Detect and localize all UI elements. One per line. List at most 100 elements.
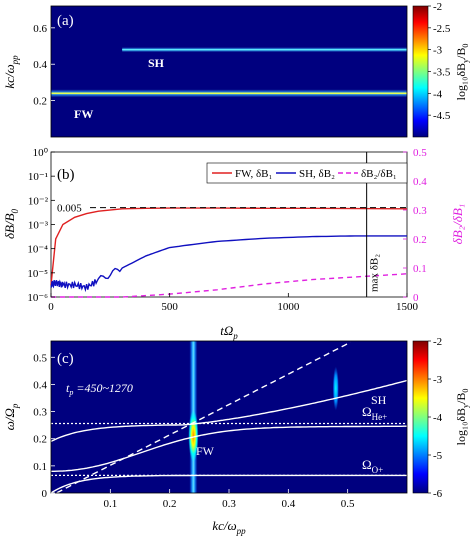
- cbar-c-tick-label: -6: [433, 488, 443, 500]
- panel-b-ylabel-text: δB/B: [2, 213, 17, 239]
- panel-c-x-ticks: 0.1 0.2 0.3 0.4 0.5: [103, 489, 355, 510]
- legend-sh: SH, δB₂: [299, 168, 335, 180]
- panel-b-y2label: δB₂/δB₁: [450, 204, 465, 245]
- reference-label: 0.005: [57, 203, 82, 215]
- panel-b-legend: FW, δB₁ SH, δB₂ δB₂/δB₁: [206, 162, 408, 184]
- dispersion-upper: [50, 379, 408, 443]
- panel-a-colorbar: [412, 5, 429, 138]
- panel-c-ytick-label: 0.2: [33, 434, 47, 446]
- o-label: Ω: [362, 457, 372, 472]
- cbar-c-label-mid: /B: [454, 393, 468, 404]
- panel-b-y2tick-label: 0.2: [413, 234, 427, 246]
- legend-fw: FW, δB₁: [235, 168, 273, 180]
- panel-b-ytick-label: 10⁻⁴: [27, 244, 48, 256]
- panel-b-ytick-label: 10⁰: [33, 147, 49, 159]
- panel-c-ytick-label: 0.3: [33, 407, 47, 419]
- panel-c-colorbar: [412, 340, 429, 494]
- panel-c-label: (c): [57, 351, 74, 367]
- cbar-c-label-sub1: y: [461, 404, 470, 408]
- series-0: [50, 207, 408, 285]
- fw-annotation: FW: [196, 444, 215, 458]
- panel-b-xtick-label: 1000: [277, 301, 300, 313]
- panel-b-xlabel-sub: p: [232, 331, 238, 341]
- panel-b-y2tick-label: 0.3: [413, 205, 427, 217]
- panel-b-xlabel-text: tΩ: [220, 323, 233, 338]
- cbar-a-tick-label: -4: [433, 88, 443, 100]
- panel-b-ytick-label: 10⁻²: [28, 195, 49, 207]
- max-db2-label: max δB₂: [369, 254, 381, 292]
- cbar-c-label-sub2: 0: [461, 389, 470, 393]
- sh-annotation: SH: [371, 393, 387, 407]
- panel-c-colorbar-ticks: -2 -3 -4 -5 -6: [428, 336, 443, 500]
- light-line: [56, 341, 351, 494]
- panel-c-ylabel-sub: p: [10, 403, 20, 409]
- panel-c-xlabel-sub: pp: [236, 526, 247, 536]
- panel-c-ytick-label: 0: [42, 488, 48, 500]
- fw-band-annotation: FW: [74, 107, 93, 121]
- panel-b-xlabel: tΩp: [220, 323, 238, 341]
- panel-a-ylabel-sub: pp: [10, 55, 20, 66]
- cbar-a-label-mid: /B: [454, 48, 468, 59]
- panel-a-colorbar-label: log₁₀δBy/B0: [454, 44, 470, 101]
- panel-a: 0.20.40.6 (a) FW SH kc/ωpp -2-2.5-3-3.5-…: [2, 1, 470, 138]
- cbar-c-tick-label: -5: [433, 450, 443, 462]
- panel-b-ylabel-sub: 0: [10, 208, 20, 213]
- panel-c-xtick-label: 0.3: [222, 498, 236, 510]
- cbar-c-tick-label: -4: [433, 412, 443, 424]
- panel-c-ytick-label: 0.1: [33, 461, 47, 473]
- panel-b-xtick-label: 0: [48, 301, 54, 313]
- cbar-a-tick-label: -2.5: [433, 23, 451, 35]
- svg-text:log₁₀δBy/B0: log₁₀δBy/B0: [454, 44, 470, 101]
- o-sub: O+: [372, 465, 384, 475]
- cbar-c-tick-label: -2: [433, 336, 442, 348]
- legend-ratio: δB₂/δB₁: [361, 168, 397, 180]
- cbar-a-tick-label: -2: [433, 1, 442, 13]
- panel-b-ylabel: δB/B0: [2, 208, 20, 239]
- panel-b-series: [50, 207, 408, 298]
- panel-b-xtick-label: 500: [161, 301, 178, 313]
- panel-a-colorbar-ticks: -2 -2.5 -3 -3.5 -4 -4.5: [428, 1, 451, 122]
- time-window-range: =450~1270: [73, 381, 133, 395]
- panel-b-y2label-text: δB₂/δB₁: [450, 204, 465, 245]
- time-window-sub: p: [68, 388, 73, 397]
- panel-c-xtick-label: 0.2: [163, 498, 177, 510]
- panel-c-colorbar-label: log₁₀δBy/B0: [454, 389, 470, 446]
- o-resonance-label: ΩO+: [362, 457, 383, 475]
- panel-c-xlabel: kc/ωpp: [212, 518, 246, 536]
- panel-a-ytick-label: 0.2: [33, 96, 47, 108]
- panel-b-y2tick-label: 0.5: [413, 147, 427, 159]
- panel-c-y-ticks: 0 0.1 0.2 0.3 0.4 0.5: [33, 352, 55, 500]
- panel-b-label: (b): [57, 167, 75, 183]
- panel-b-ytick-label: 10⁻¹: [28, 171, 48, 183]
- panel-a-ytick-label: 0.4: [33, 59, 47, 71]
- svg-text:kc/ωpp: kc/ωpp: [2, 55, 20, 89]
- panel-c-xlabel-text: kc/ω: [212, 518, 236, 533]
- panel-c-curves: [50, 341, 408, 494]
- panel-a-ylabel: kc/ωpp: [2, 55, 20, 89]
- panel-c-ylabel-text: ω/Ω: [2, 408, 17, 430]
- legend-box: [206, 162, 408, 184]
- panel-b-ytick-label: 10⁻⁵: [27, 268, 48, 280]
- panel-c: 0 0.1 0.2 0.3 0.4 0.5 0.1 0.2 0.3 0.4 0.5 (c) tp …: [2, 336, 470, 536]
- cbar-a-tick-label: -3: [433, 45, 443, 57]
- series-1: [50, 235, 407, 293]
- panel-c-ylabel: ω/Ωp: [2, 403, 20, 430]
- panel-a-ytick-label: 0.6: [33, 23, 47, 35]
- series-2: [51, 273, 408, 298]
- panel-b-right-ticks: 0.5 0.4 0.3 0.2 0.1 0: [403, 147, 427, 304]
- he-resonance-label: ΩHe+: [362, 404, 387, 422]
- sh-band-annotation: SH: [148, 56, 165, 70]
- panel-b-xtick-label: 1500: [396, 301, 419, 313]
- he-label: Ω: [362, 404, 372, 419]
- cbar-a-tick-label: -3.5: [433, 67, 451, 79]
- cbar-a-label: log₁₀δB: [454, 63, 468, 100]
- time-window-label: tp =450~1270: [66, 381, 133, 397]
- panel-a-bands: [51, 47, 407, 98]
- panel-a-ylabel-text: kc/ω: [2, 64, 17, 88]
- panel-a-y-ticks: 0.2 0.4 0.6: [33, 23, 55, 108]
- panel-c-xtick-label: 0.4: [281, 498, 295, 510]
- panel-b-y2tick-label: 0.4: [413, 176, 427, 188]
- panel-b-y2tick-label: 0.1: [413, 263, 427, 275]
- svg-text:log₁₀δBy/B0: log₁₀δBy/B0: [454, 389, 470, 446]
